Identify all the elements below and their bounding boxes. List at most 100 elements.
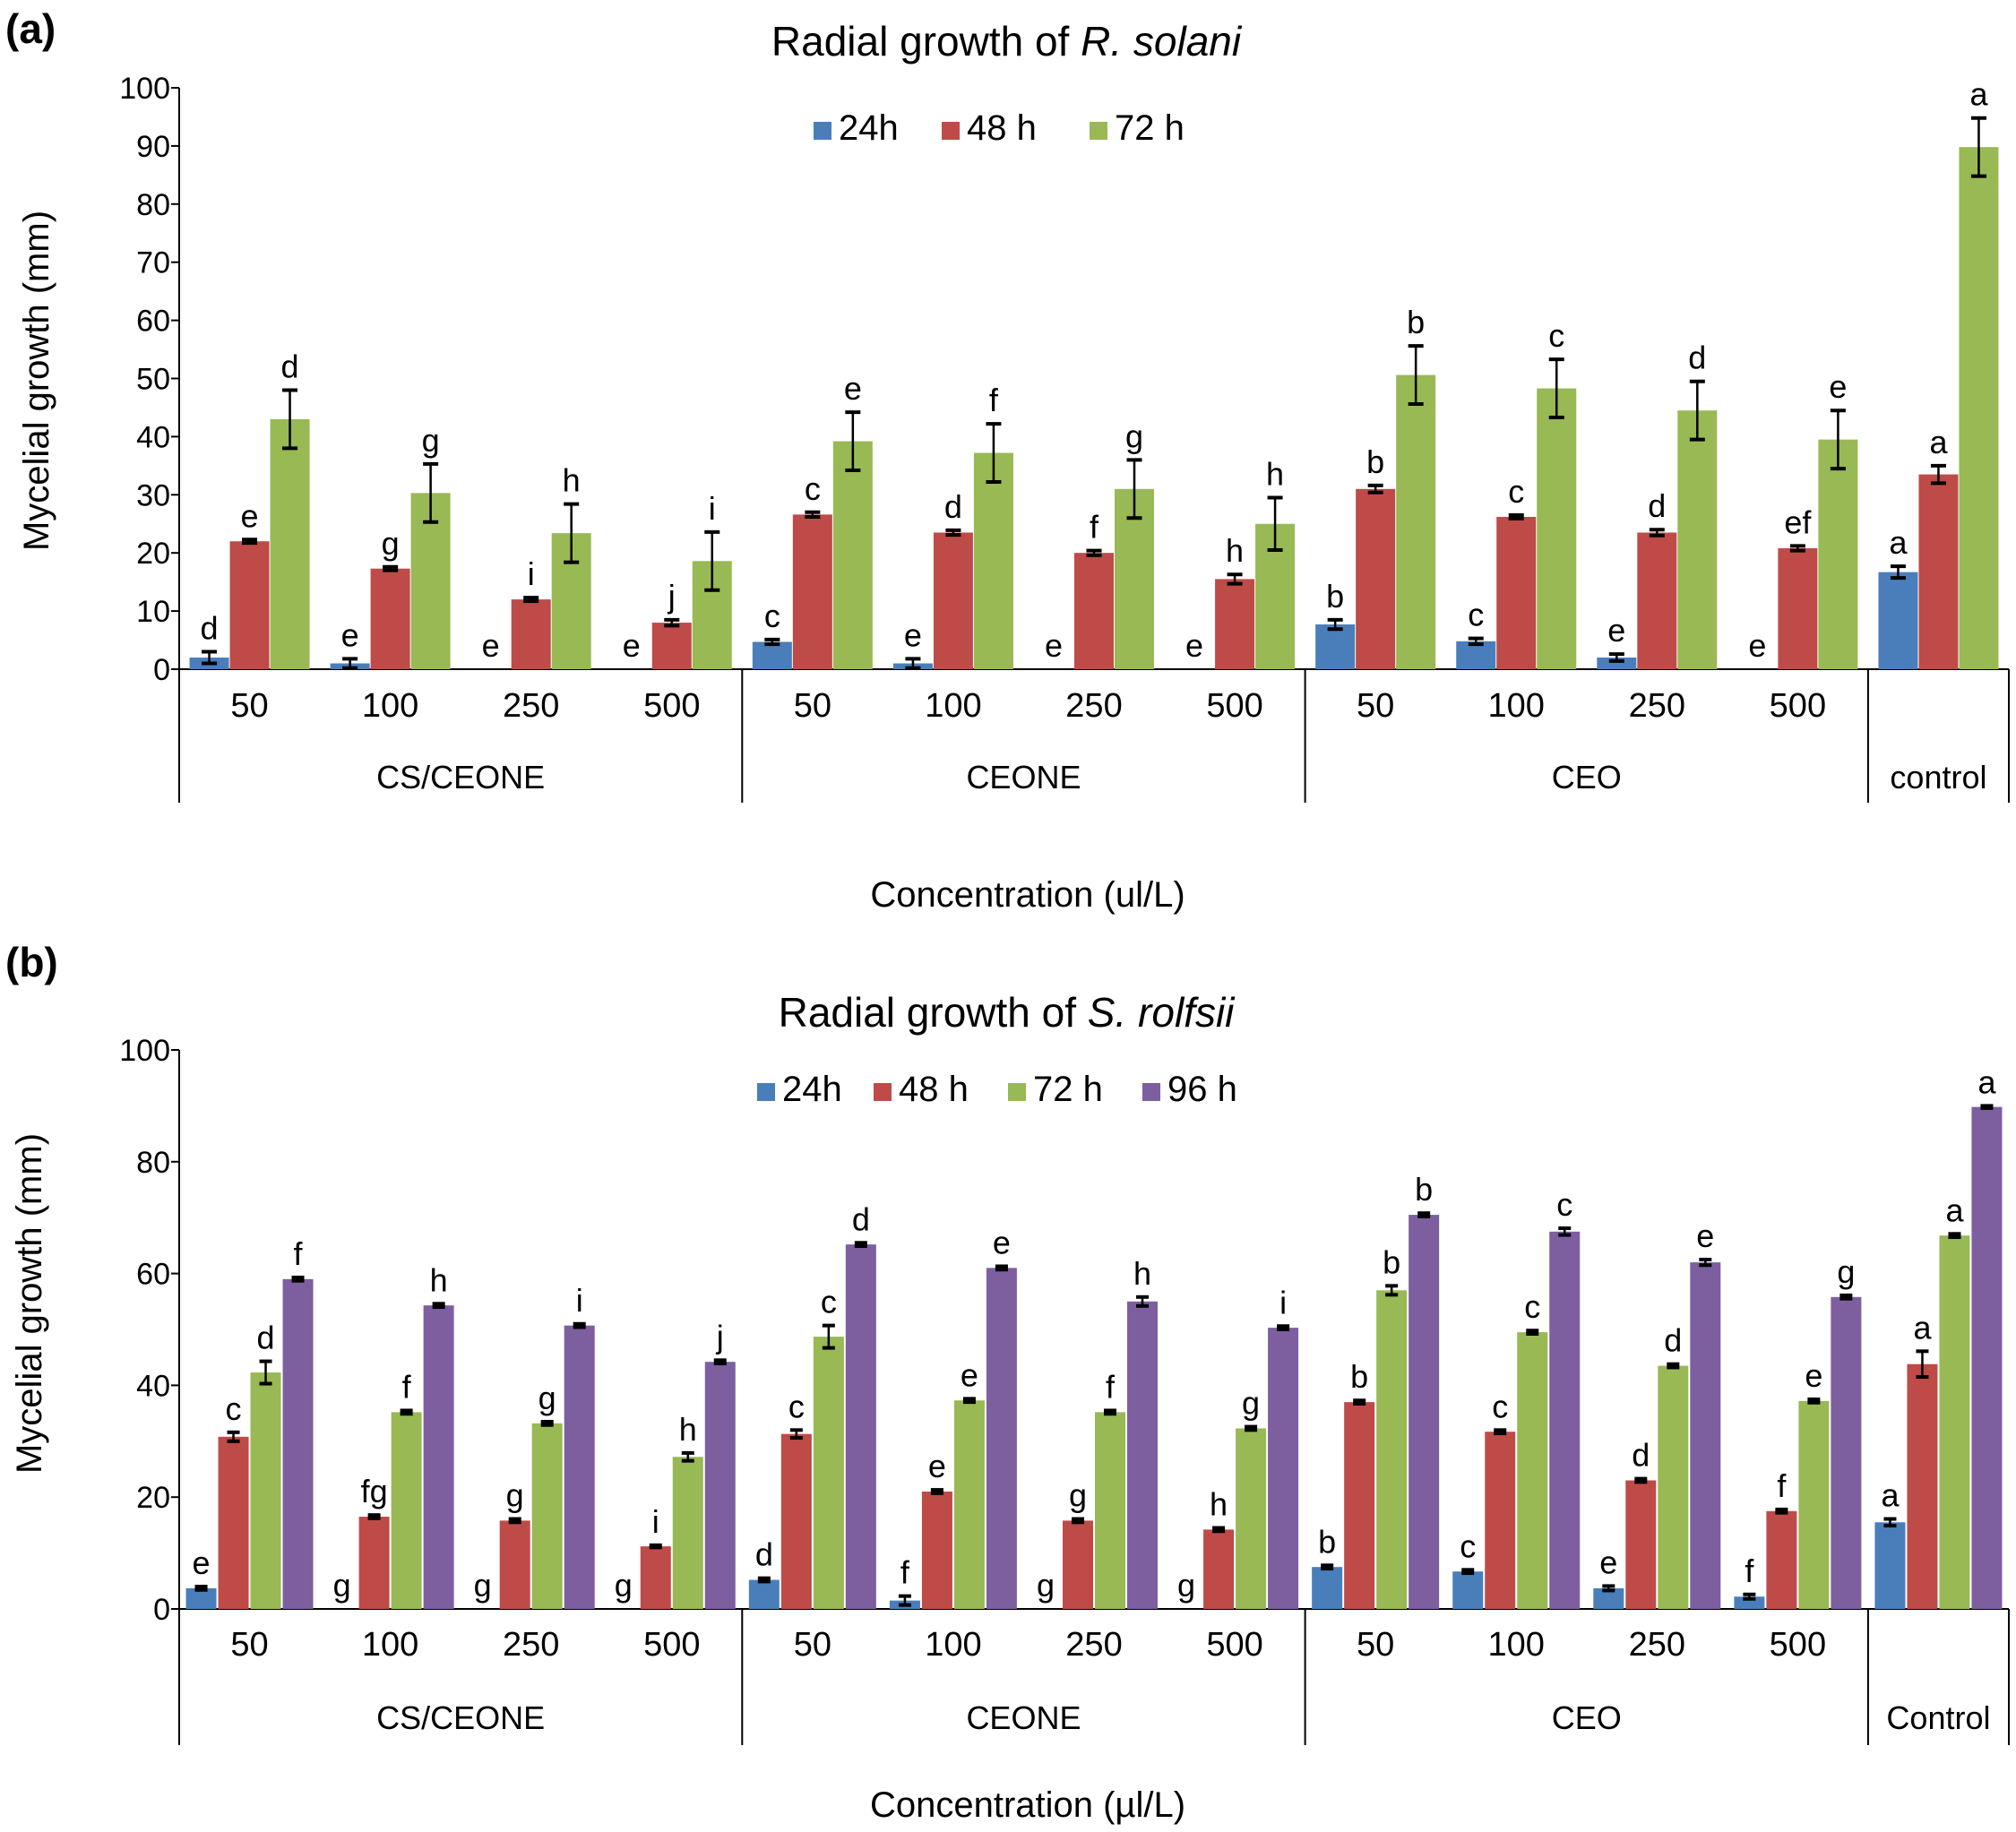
legend: 24h 48 h 72 h 96 h [757, 1070, 1237, 1109]
significance-letter: e [1696, 1217, 1714, 1254]
bar [672, 1457, 703, 1609]
y-tick-label: 40 [136, 1369, 170, 1403]
significance-letter: e [482, 627, 500, 664]
significance-letter: h [1133, 1255, 1151, 1292]
significance-letter: g [382, 525, 400, 562]
y-axis-title: Mycelial growth (mm) [10, 1133, 49, 1474]
bar [1396, 374, 1436, 669]
bar [1409, 1215, 1440, 1609]
significance-letter: g [422, 422, 440, 459]
y-tick-label: 20 [136, 1481, 170, 1515]
bar [845, 1244, 876, 1609]
bar [1315, 624, 1356, 669]
significance-letter: b [1407, 304, 1425, 340]
chart-title-prefix: Radial growth of [779, 989, 1088, 1036]
significance-letter: c [788, 1388, 805, 1424]
x-axis-title: Concentration (µl/L) [870, 1785, 1185, 1825]
category-label: 50 [1357, 1626, 1394, 1664]
bar [564, 1325, 595, 1609]
significance-letter: f [989, 382, 999, 418]
significance-letter: b [1318, 1523, 1336, 1560]
bar [1268, 1328, 1299, 1609]
significance-letter: g [615, 1567, 633, 1604]
significance-letter: h [430, 1261, 448, 1298]
bar [391, 1412, 422, 1609]
bar [1203, 1529, 1235, 1609]
category-label: 500 [643, 687, 700, 725]
bar [1312, 1567, 1343, 1609]
legend-label: 24h [782, 1070, 842, 1109]
legend-swatch [757, 1083, 775, 1101]
bar [704, 1362, 736, 1609]
legend-swatch [1008, 1083, 1026, 1101]
legend-label: 72 h [1033, 1070, 1103, 1109]
significance-letter: d [1632, 1437, 1650, 1474]
bar [813, 1337, 844, 1609]
significance-letter: g [1037, 1567, 1055, 1604]
category-label: 500 [643, 1626, 700, 1664]
y-tick-label: 10 [136, 595, 170, 629]
significance-letter: c [805, 470, 821, 507]
legend-label: 96 h [1167, 1070, 1237, 1109]
bar [752, 641, 792, 669]
significance-letter: f [1090, 509, 1099, 546]
bar [651, 623, 692, 669]
bar [1537, 388, 1577, 669]
significance-letter: e [1748, 627, 1766, 664]
chart-title-prefix: Radial growth of [771, 18, 1081, 65]
category-label: 50 [794, 687, 831, 725]
bar [1874, 1522, 1906, 1609]
significance-letter: a [1929, 424, 1948, 460]
category-label: 100 [362, 1626, 418, 1664]
significance-letter: e [961, 1356, 978, 1393]
significance-letter: g [1177, 1567, 1195, 1604]
y-tick-label: 70 [136, 246, 170, 280]
significance-letter: i [1279, 1284, 1287, 1320]
y-tick-label: 50 [136, 363, 170, 397]
bar [1939, 1235, 1970, 1609]
y-tick-label: 60 [136, 1258, 170, 1292]
bar [370, 568, 410, 669]
significance-letter: g [1069, 1477, 1087, 1514]
significance-letter: e [341, 616, 359, 653]
bar [1344, 1402, 1375, 1609]
significance-letter: e [1599, 1544, 1617, 1580]
bar [1452, 1571, 1484, 1609]
significance-letter: e [1185, 627, 1203, 664]
significance-letter: ef [1784, 503, 1812, 540]
group-label: CEO [1552, 1699, 1622, 1736]
group-label: CS/CEONE [376, 1699, 545, 1736]
legend-swatch [814, 122, 831, 140]
bar [1517, 1332, 1548, 1609]
significance-letter: d [1664, 1322, 1682, 1359]
bar [1798, 1400, 1830, 1609]
category-label: 500 [1770, 1626, 1826, 1664]
category-label: 100 [925, 687, 981, 725]
significance-letter: a [1969, 76, 1988, 113]
category-label: 500 [1770, 687, 1826, 725]
significance-letter: b [1350, 1358, 1368, 1395]
bar [640, 1546, 671, 1609]
significance-letter: e [193, 1544, 211, 1581]
significance-letter: g [1125, 417, 1143, 454]
significance-letter: fg [361, 1473, 388, 1509]
bar [933, 532, 973, 669]
legend-swatch [874, 1083, 892, 1101]
bar [953, 1400, 985, 1609]
legend-label: 48 h [967, 108, 1037, 148]
bar [1597, 658, 1637, 669]
category-label: 250 [503, 687, 559, 725]
bar [1074, 553, 1114, 669]
significance-letter: d [257, 1320, 275, 1356]
significance-letter: a [1945, 1191, 1964, 1228]
bar [1485, 1432, 1516, 1609]
significance-letter: h [679, 1411, 697, 1448]
panel-a-r-solani: (a) Radial growth of R. solani Mycelial … [5, 5, 2010, 915]
panel-label: (a) [5, 5, 56, 52]
bar [1549, 1231, 1581, 1609]
bar [282, 1278, 314, 1609]
significance-letter: c [1556, 1186, 1572, 1223]
significance-letter: f [1745, 1552, 1754, 1589]
bar [1658, 1365, 1689, 1609]
bar [1690, 1262, 1721, 1609]
